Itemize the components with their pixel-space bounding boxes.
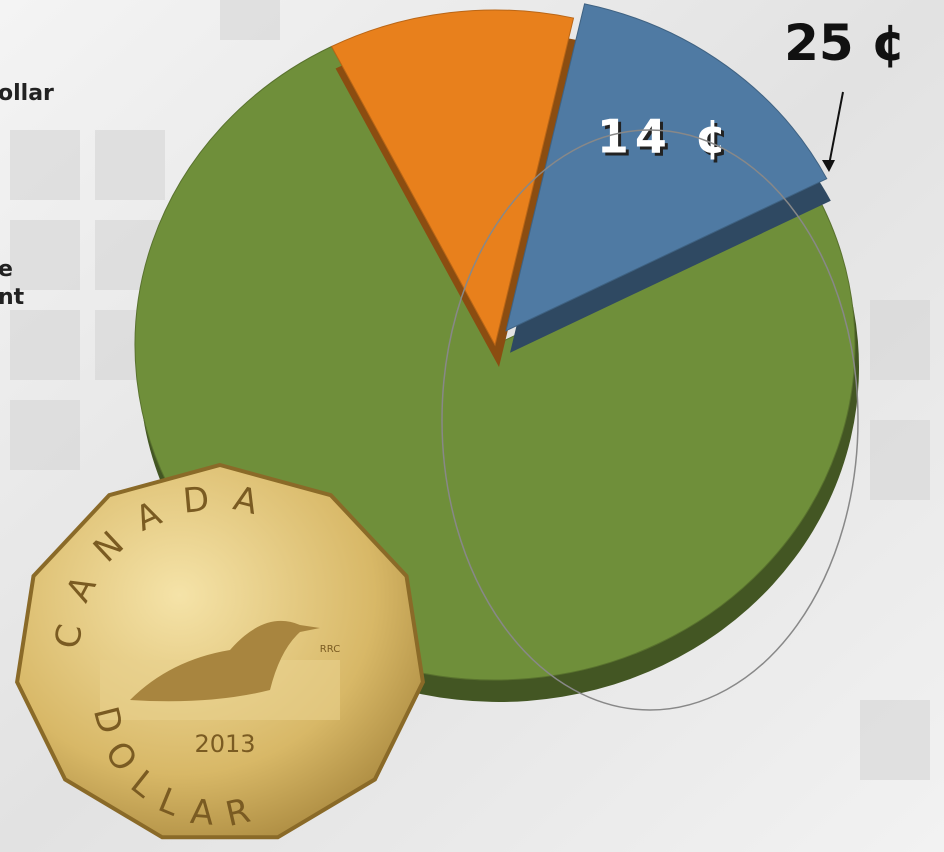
slide-text: ollar [0,81,54,106]
annotation: 25 ¢ [784,14,906,72]
bg-squares [10,0,930,780]
arrow-head [822,160,835,172]
slide-text: e [0,257,13,282]
coin: CANADA DOLLAR 2013 RRC [15,462,425,840]
slice [505,3,828,332]
slice [330,9,575,347]
coin-year: 2013 [194,730,255,758]
arrow [828,91,844,166]
value-label: 14 ¢ [600,113,736,167]
coin-mark: RRC [320,644,340,655]
loon [130,620,320,702]
coin-body [15,462,425,840]
slide-text: nt [0,285,25,310]
value-label: 14 ¢ [597,110,733,164]
highlight-circle [441,129,859,711]
